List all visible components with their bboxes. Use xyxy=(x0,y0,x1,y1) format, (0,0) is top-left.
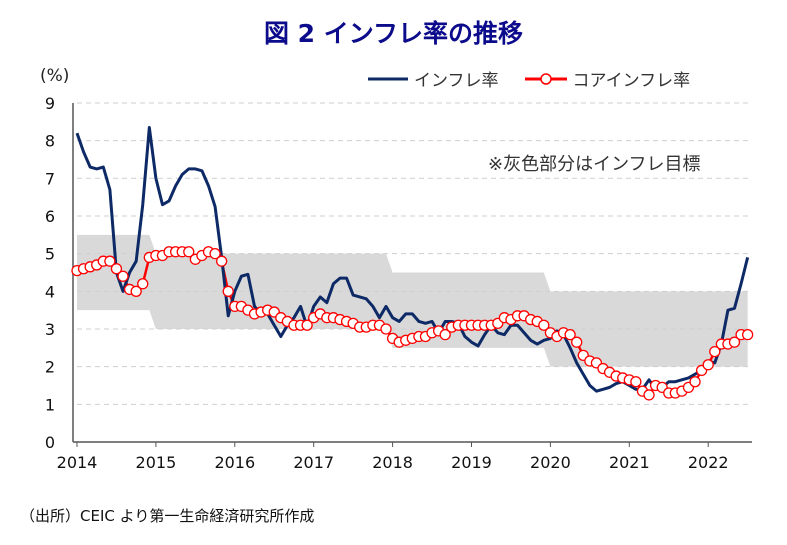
y-tick-label: 7 xyxy=(45,169,55,188)
legend-label-inflation: インフレ率 xyxy=(414,71,499,91)
y-axis-unit: (%) xyxy=(40,66,70,86)
core-inflation-point xyxy=(728,336,741,348)
x-tick-label: 2016 xyxy=(214,453,255,472)
core-inflation-point xyxy=(538,319,550,331)
x-tick-label: 2017 xyxy=(293,453,334,472)
core-inflation-point xyxy=(564,328,576,341)
legend: インフレ率 コアインフレ率 xyxy=(368,66,690,91)
core-inflation-point xyxy=(689,376,701,388)
core-inflation-point xyxy=(439,328,451,341)
core-inflation-point xyxy=(702,359,714,371)
source-note: （出所）CEIC より第一生命経済研究所作成 xyxy=(20,507,315,525)
core-inflation-point xyxy=(209,247,221,260)
core-inflation-point xyxy=(222,285,234,297)
core-inflation-point xyxy=(571,336,583,348)
core-inflation-point xyxy=(742,328,754,341)
core-inflation-point xyxy=(630,376,642,388)
x-tick-label: 2019 xyxy=(451,453,492,472)
core-inflation-point xyxy=(183,246,195,258)
x-tick-label: 2022 xyxy=(688,453,729,472)
y-tick-label: 4 xyxy=(45,282,55,301)
x-tick-label: 2018 xyxy=(372,453,413,472)
legend-label-core: コアインフレ率 xyxy=(572,71,691,91)
inflation-line xyxy=(75,125,750,393)
core-inflation-point xyxy=(137,278,149,290)
annotation: ※灰色部分はインフレ目標 xyxy=(488,154,701,175)
core-inflation-point xyxy=(104,255,116,267)
x-tick-label: 2014 xyxy=(57,453,98,472)
core-inflation-point xyxy=(110,263,123,275)
legend-swatch-inflation xyxy=(368,77,408,80)
core-inflation-point xyxy=(643,389,655,401)
y-tick-label: 1 xyxy=(45,395,55,414)
y-tick-label: 8 xyxy=(45,132,55,151)
legend-swatch-core xyxy=(524,72,567,85)
core-inflation-point xyxy=(117,270,129,282)
y-tick-label: 9 xyxy=(45,94,55,113)
x-tick-label: 2021 xyxy=(609,453,650,472)
core-inflation-point xyxy=(130,285,142,297)
y-tick-label: 2 xyxy=(45,358,55,377)
core-inflation-point xyxy=(380,323,392,335)
y-tick-label: 0 xyxy=(45,433,55,452)
y-tick-label: 6 xyxy=(45,207,55,226)
x-tick-label: 2020 xyxy=(530,453,571,472)
core-inflation-point xyxy=(301,319,313,331)
y-tick-label: 5 xyxy=(45,245,55,264)
chart-title: 図 2 インフレ率の推移 xyxy=(263,19,524,48)
inflation-target-band xyxy=(77,234,748,367)
y-tick-label: 3 xyxy=(45,320,55,339)
core-inflation-point xyxy=(215,255,228,267)
x-tick-label: 2015 xyxy=(136,453,177,472)
core-inflation-point xyxy=(709,345,721,358)
